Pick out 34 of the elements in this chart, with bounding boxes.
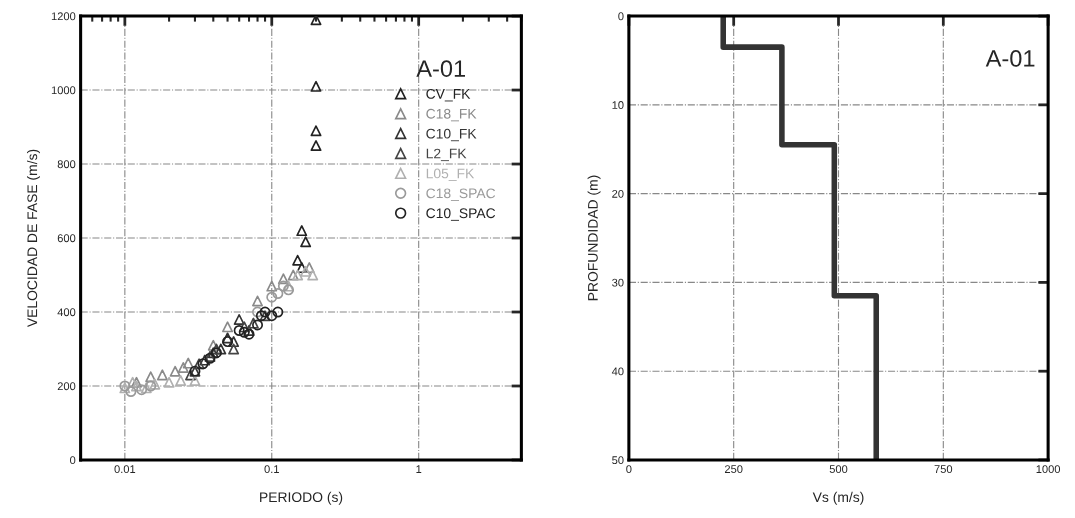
x-tick-label: 1000 [1036,465,1061,474]
y-axis-title: VELOCIDAD DE FASE (m/s) [26,149,40,328]
x-tick-label: 0.1 [264,465,279,474]
legend-label: C18_SPAC [426,188,496,201]
y-tick-label: 50 [612,456,624,465]
y-tick-label: 30 [612,278,624,287]
legend-label: CV_FK [426,88,471,102]
legend-label: C10_FK [426,128,477,142]
y-tick-label: 1000 [51,86,76,95]
x-tick-label: 750 [934,465,953,474]
legend-title: A-01 [416,60,465,77]
x-tick-label: 0 [626,465,632,474]
y-tick-label: 40 [611,367,624,376]
legend-label: C18_FK [426,108,477,122]
y-axis-title: PROFUNDIDAD (m) [587,175,601,301]
x-tick-label: 1 [416,465,422,473]
legend-label: C10_SPAC [426,208,496,221]
y-tick-label: 10 [612,101,624,109]
x-tick-label: 0.01 [114,465,136,474]
y-tick-label: 200 [57,382,76,391]
legend-label: L05_FK [426,168,475,181]
x-tick-label: 250 [724,465,743,474]
annotation: A-01 [985,50,1035,67]
x-axis-title: PERIODO (s) [260,491,343,505]
y-tick-label: 0 [618,12,624,21]
y-tick-label: 0 [70,456,76,465]
legend-label: L2_FK [426,148,467,162]
y-tick-label: 800 [57,160,76,169]
y-tick-label: 600 [57,234,76,243]
y-tick-label: 400 [57,308,76,317]
x-axis-title: Vs (m/s) [812,491,864,505]
x-tick-label: 500 [829,465,848,474]
y-tick-label: 1200 [51,12,76,21]
y-tick-label: 20 [612,189,624,198]
